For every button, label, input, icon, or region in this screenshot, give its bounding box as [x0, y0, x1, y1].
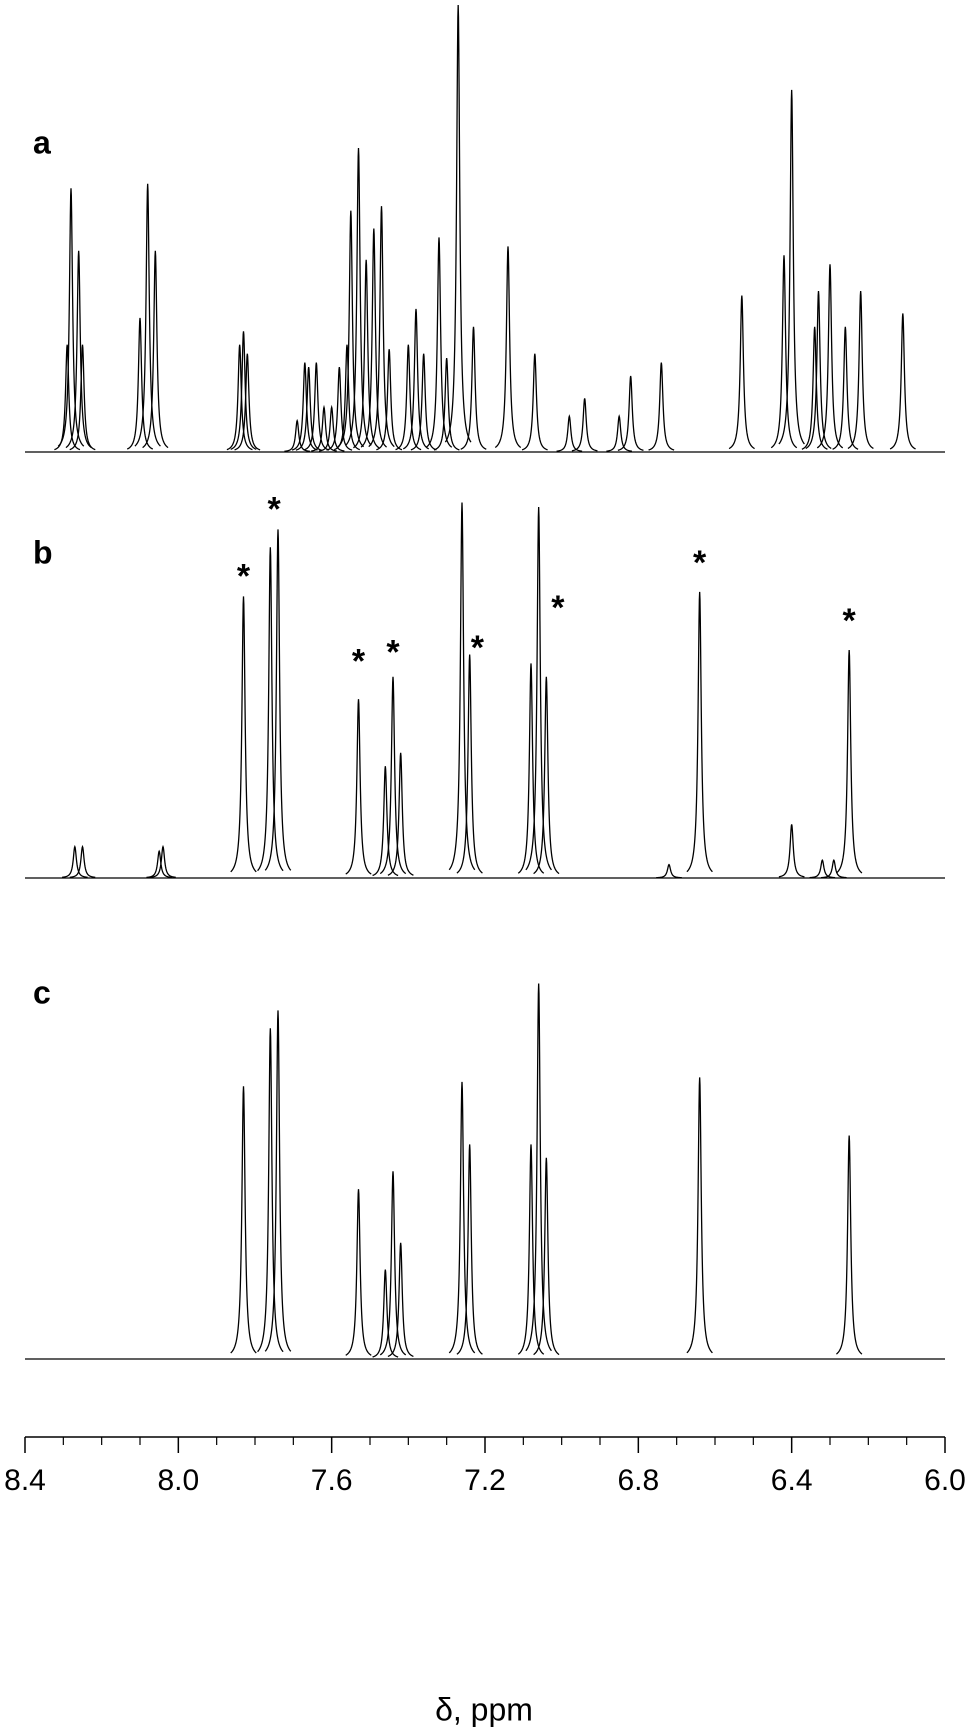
annotation: * [237, 557, 251, 595]
peak [303, 362, 330, 451]
peak [230, 1086, 257, 1354]
peak [448, 1081, 476, 1354]
peak [134, 183, 161, 447]
peak [326, 366, 353, 451]
peak [809, 858, 836, 879]
peak [150, 844, 176, 878]
peak [337, 210, 365, 448]
peak [617, 375, 644, 451]
peak [54, 344, 81, 451]
peak [372, 766, 399, 877]
peak [686, 591, 713, 873]
peak [816, 264, 844, 449]
peak [387, 752, 414, 876]
peak [126, 317, 154, 450]
peak [284, 418, 311, 452]
peak [65, 250, 92, 449]
peak [433, 358, 460, 451]
peak [832, 326, 859, 450]
peak [345, 699, 372, 875]
peak [556, 414, 583, 452]
x-tick-label: 6.8 [617, 1464, 659, 1497]
peak [456, 654, 483, 874]
peak [805, 291, 832, 450]
peak [264, 529, 292, 871]
series-label: c [33, 974, 51, 1010]
annotation: * [471, 629, 485, 667]
x-axis-label: δ, ppm [435, 1691, 533, 1727]
peak [533, 676, 560, 875]
peak [571, 398, 598, 452]
x-tick-label: 7.6 [311, 1464, 353, 1497]
x-tick-label: 6.0 [924, 1464, 966, 1497]
peak [387, 1242, 414, 1358]
peak [142, 250, 169, 449]
peak [686, 1077, 713, 1354]
peak [257, 1028, 284, 1353]
peak [61, 844, 88, 878]
peak [525, 506, 552, 871]
peak [425, 237, 453, 448]
peak [234, 353, 261, 451]
peak [606, 414, 633, 452]
peak [494, 246, 522, 449]
peak [230, 596, 257, 873]
peak [444, 4, 472, 443]
peak [226, 344, 253, 451]
peak [368, 206, 395, 448]
peak [345, 1189, 372, 1356]
peak [257, 547, 284, 872]
peak [360, 228, 388, 448]
peak [230, 331, 257, 450]
peak [648, 362, 675, 451]
annotation: * [268, 490, 282, 528]
peak [318, 404, 345, 452]
annotation: * [551, 589, 565, 627]
peak [517, 663, 545, 874]
peak [372, 1269, 399, 1358]
peak [379, 676, 407, 875]
peak [533, 1157, 560, 1356]
x-tick-label: 8.4 [4, 1464, 46, 1497]
annotation: * [352, 642, 366, 680]
series-label: b [33, 534, 53, 570]
peak [889, 313, 916, 450]
x-tick-label: 7.2 [464, 1464, 506, 1497]
peak [801, 326, 828, 450]
peak [656, 863, 682, 879]
peak [402, 308, 430, 450]
annotation: * [386, 633, 400, 671]
peak [448, 502, 476, 871]
peak [69, 344, 96, 451]
peak [521, 353, 548, 451]
peak [525, 983, 552, 1352]
series-label: a [33, 124, 51, 160]
peak [311, 404, 337, 452]
peak [264, 1010, 292, 1352]
peak [353, 259, 380, 449]
peak [770, 255, 798, 449]
peak [517, 1144, 545, 1355]
peak [395, 344, 422, 451]
peak [835, 649, 863, 874]
x-tick-label: 6.4 [771, 1464, 813, 1497]
peak [778, 824, 805, 878]
peak [778, 89, 805, 445]
peak [376, 349, 403, 451]
peak [821, 858, 847, 879]
peak [57, 188, 85, 447]
peak [456, 1144, 483, 1355]
peak [460, 326, 487, 450]
peak [291, 362, 318, 451]
peak [728, 295, 755, 450]
annotation: * [693, 544, 707, 582]
peak [379, 1171, 407, 1356]
peak [847, 291, 874, 450]
peak [69, 844, 96, 878]
annotation: * [843, 602, 857, 640]
peak [410, 353, 437, 451]
x-tick-label: 8.0 [157, 1464, 199, 1497]
peak [835, 1135, 863, 1355]
